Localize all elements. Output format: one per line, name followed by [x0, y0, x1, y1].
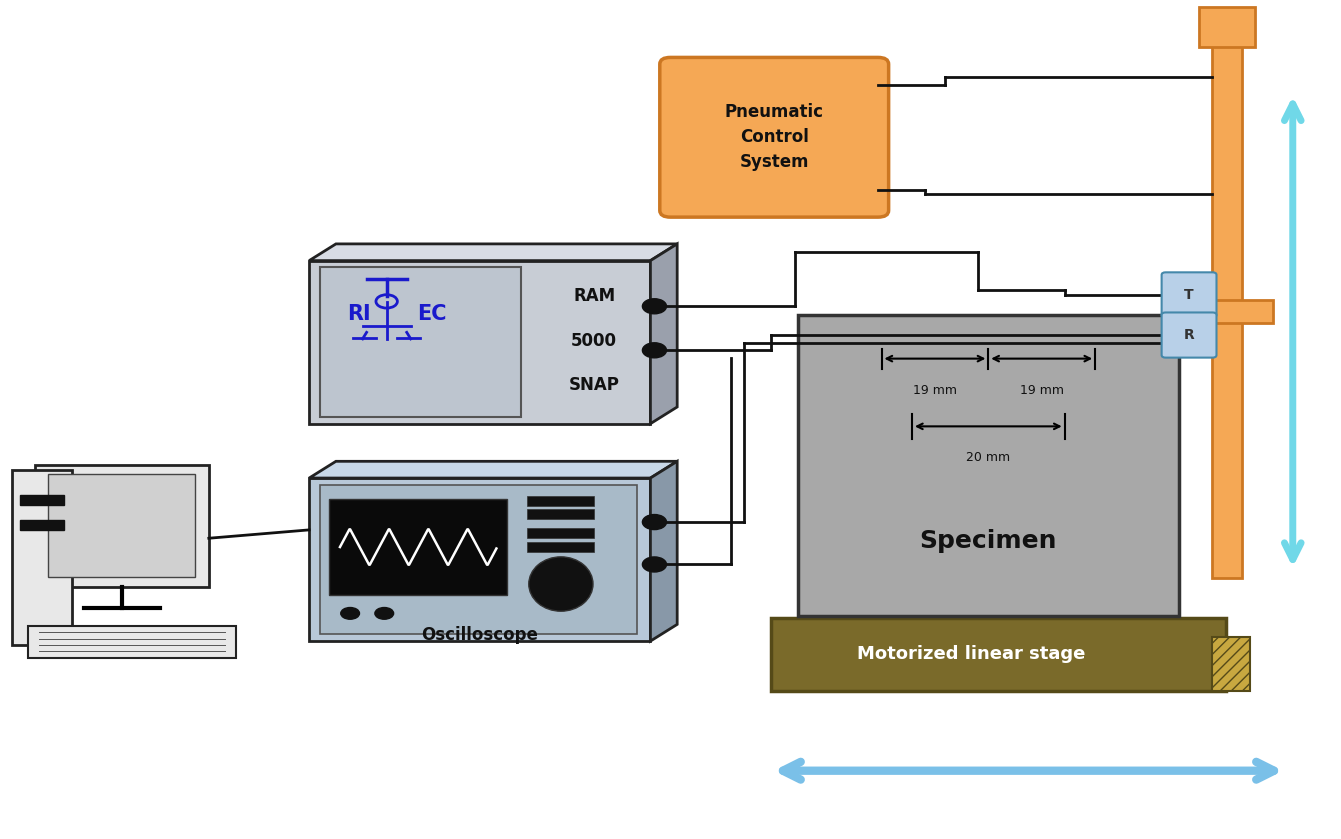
Text: Motorized linear stage: Motorized linear stage	[857, 645, 1085, 664]
Text: SNAP: SNAP	[569, 376, 620, 393]
Polygon shape	[527, 509, 594, 519]
Polygon shape	[320, 268, 520, 417]
Circle shape	[642, 514, 666, 529]
Circle shape	[642, 299, 666, 314]
Polygon shape	[20, 495, 64, 505]
Text: T: T	[1184, 288, 1193, 302]
Ellipse shape	[528, 557, 593, 611]
Circle shape	[642, 557, 666, 572]
Circle shape	[341, 607, 359, 619]
Polygon shape	[20, 520, 64, 530]
Polygon shape	[12, 470, 72, 645]
Text: 5000: 5000	[571, 331, 617, 350]
Polygon shape	[771, 618, 1226, 691]
Polygon shape	[35, 466, 209, 586]
Polygon shape	[310, 261, 650, 424]
Polygon shape	[310, 478, 650, 641]
Text: 19 mm: 19 mm	[1019, 383, 1063, 397]
Polygon shape	[1199, 8, 1255, 47]
Text: RAM: RAM	[573, 288, 616, 305]
Text: EC: EC	[417, 305, 447, 325]
Polygon shape	[320, 485, 637, 634]
Circle shape	[375, 607, 394, 619]
Polygon shape	[527, 528, 594, 538]
Polygon shape	[1212, 637, 1250, 691]
Polygon shape	[1181, 300, 1273, 323]
Polygon shape	[1212, 10, 1242, 578]
Polygon shape	[527, 496, 594, 506]
FancyBboxPatch shape	[660, 57, 889, 217]
Text: RI: RI	[347, 305, 370, 325]
Polygon shape	[28, 626, 236, 658]
FancyBboxPatch shape	[1161, 273, 1216, 317]
Text: 20 mm: 20 mm	[967, 451, 1010, 465]
Polygon shape	[310, 244, 677, 261]
Text: Specimen: Specimen	[920, 529, 1057, 553]
Polygon shape	[527, 541, 594, 551]
Polygon shape	[310, 461, 677, 478]
Text: Oscilloscope: Oscilloscope	[421, 626, 538, 644]
Text: Pneumatic
Control
System: Pneumatic Control System	[724, 103, 823, 171]
Polygon shape	[650, 244, 677, 424]
Text: 19 mm: 19 mm	[913, 383, 957, 397]
Circle shape	[642, 343, 666, 357]
Text: R: R	[1184, 328, 1195, 342]
Polygon shape	[330, 499, 507, 595]
Polygon shape	[798, 315, 1179, 616]
Polygon shape	[650, 461, 677, 641]
Polygon shape	[48, 474, 196, 576]
FancyBboxPatch shape	[1161, 312, 1216, 357]
